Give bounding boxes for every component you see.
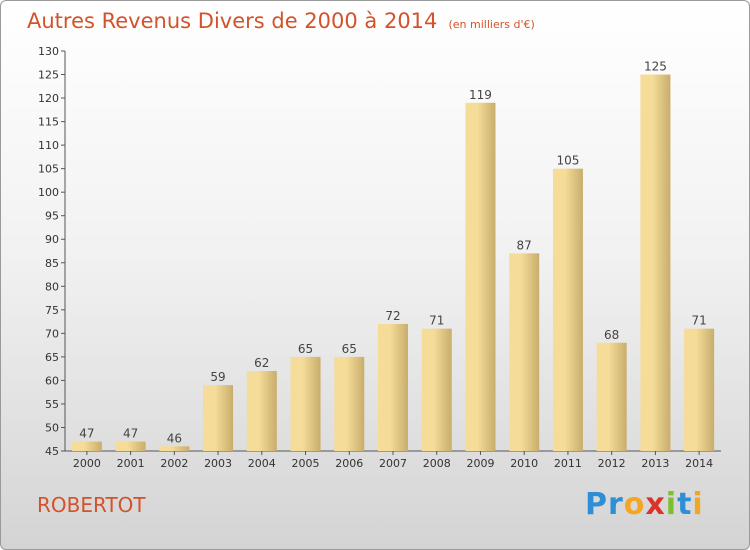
data-label-2000: 47: [79, 427, 94, 441]
brand-letter: t: [677, 487, 693, 522]
data-label-2013: 125: [644, 60, 667, 74]
y-tick-label: 70: [45, 327, 59, 340]
bar-2014: [684, 328, 715, 451]
chart-title: Autres Revenus Divers de 2000 à 2014: [27, 9, 438, 33]
y-tick-label: 75: [45, 304, 59, 317]
axes: 45 50 55 60 65 70 75 80 85 90 95 100 105 110 115 120 125…: [38, 45, 721, 470]
y-tick-label: 125: [38, 69, 59, 82]
x-tick-label: 2006: [335, 457, 363, 470]
brand-logo: Proxiti: [585, 487, 704, 522]
bar-2011: [552, 168, 583, 451]
chart-unit: (en milliers d'€): [448, 18, 535, 31]
brand-letter: i: [665, 487, 678, 522]
bar-2009: [465, 102, 496, 451]
data-label-2004: 62: [254, 356, 269, 370]
y-tick-label: 45: [45, 445, 59, 458]
y-tick-label: 95: [45, 210, 59, 223]
data-labels: 47 47 46 59 62 65 65 72 71 119 87 105 68 125 71: [79, 60, 707, 446]
y-tick-label: 85: [45, 257, 59, 270]
x-tick-label: 2002: [160, 457, 188, 470]
x-tick-label: 2011: [554, 457, 582, 470]
data-label-2007: 72: [385, 309, 400, 323]
bars: [71, 74, 715, 451]
y-tick-label: 130: [38, 45, 59, 58]
bar-2010: [509, 253, 540, 451]
x-tick-label: 2012: [598, 457, 626, 470]
data-label-2011: 105: [556, 154, 579, 168]
x-tick-label: 2005: [292, 457, 320, 470]
data-label-2008: 71: [429, 314, 444, 328]
y-tick-label: 50: [45, 421, 59, 434]
bar-2000: [71, 441, 102, 451]
data-label-2009: 119: [469, 88, 492, 102]
x-tick-label: 2001: [117, 457, 145, 470]
brand-letter: o: [623, 487, 646, 522]
bar-2003: [203, 385, 234, 451]
data-label-2002: 46: [167, 431, 182, 445]
data-label-2010: 87: [517, 238, 532, 252]
y-tick-label: 80: [45, 280, 59, 293]
x-tick-label: 2007: [379, 457, 407, 470]
y-tick-label: 55: [45, 398, 59, 411]
bar-2004: [246, 371, 277, 451]
x-tick-label: 2000: [73, 457, 101, 470]
y-tick-label: 65: [45, 351, 59, 364]
x-tick-label: 2004: [248, 457, 276, 470]
brand-letter: i: [692, 487, 704, 522]
y-tick-label: 60: [45, 374, 59, 387]
x-tick-label: 2003: [204, 457, 232, 470]
y-tick-label: 100: [38, 186, 59, 199]
brand-letter: x: [645, 487, 666, 522]
bar-2013: [640, 74, 671, 451]
y-tick-label: 115: [38, 116, 59, 129]
bar-2002: [159, 446, 190, 451]
bar-2012: [596, 342, 627, 451]
bar-2007: [378, 323, 408, 451]
brand-letter: r: [608, 487, 624, 522]
bar-2005: [290, 356, 321, 451]
y-tick-label: 120: [38, 92, 59, 105]
data-label-2006: 65: [342, 342, 357, 356]
x-tick-label: 2009: [466, 457, 494, 470]
data-label-2012: 68: [604, 328, 619, 342]
data-label-2005: 65: [298, 342, 313, 356]
x-tick-label: 2008: [423, 457, 451, 470]
y-tick-label: 90: [45, 233, 59, 246]
bar-2001: [115, 441, 146, 451]
data-label-2014: 71: [691, 314, 706, 328]
x-tick-label: 2014: [685, 457, 713, 470]
bar-2006: [334, 356, 365, 451]
data-label-2003: 59: [210, 370, 225, 384]
y-tick-label: 105: [38, 163, 59, 176]
data-label-2001: 47: [123, 427, 138, 441]
commune-name: ROBERTOT: [37, 493, 146, 517]
bar-2008: [421, 328, 452, 451]
y-tick-label: 110: [38, 139, 59, 152]
chart-title-block: Autres Revenus Divers de 2000 à 2014 (en…: [27, 9, 535, 33]
x-tick-label: 2010: [510, 457, 538, 470]
x-tick-label: 2013: [641, 457, 669, 470]
brand-letter: P: [585, 487, 608, 522]
